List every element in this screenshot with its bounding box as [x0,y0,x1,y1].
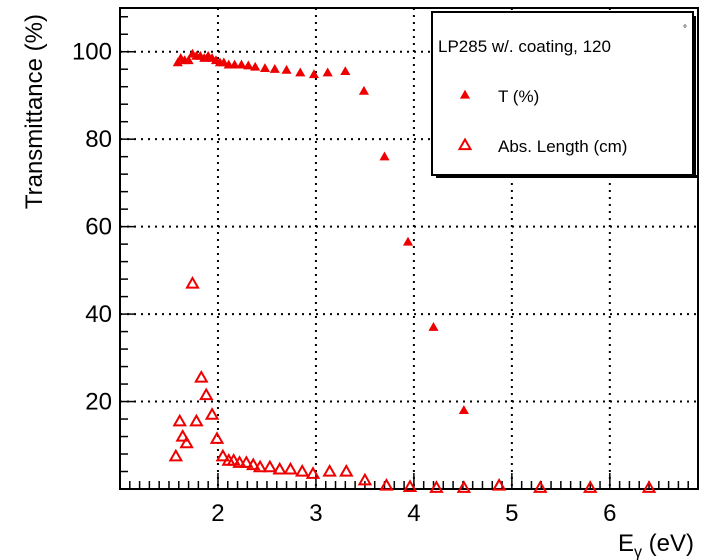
series-abs-length-point [198,387,214,401]
series-abs-length-point [168,448,184,462]
series-abs-length-point [272,461,287,475]
legend-marker-t [459,89,471,99]
series-abs-length-point [294,463,310,477]
series-t-point [269,64,280,73]
x-tick-label: 2 [211,500,224,527]
x-axis-title-unit: (eV) [642,530,694,557]
legend-entries: T (%) Abs. Length (cm) [457,87,627,156]
series-abs-length-point [226,453,241,466]
x-tick-label: 6 [603,500,616,527]
series-t-point [402,236,414,246]
series-abs-length-point [252,459,268,473]
legend-entry-label: T (%) [498,87,539,106]
x-tick-label: 3 [309,500,322,527]
series-t-point [340,66,351,76]
series-t-point [259,63,271,72]
axis-ticks [119,15,699,490]
x-axis-title-main: E [618,530,634,557]
series-abs-length-point [215,448,231,462]
series-t-point [250,61,261,71]
y-axis-title: Transmittance (%) [21,14,48,209]
series-t-point [428,322,439,331]
y-tick-label: 60 [85,214,112,241]
series-abs-length-point [357,472,373,486]
series-t-point [183,55,194,65]
series-abs-length-point [209,431,225,444]
legend-shadow [436,175,697,178]
series-t-point [322,67,333,77]
series-t-point [229,59,240,69]
legend-header-degree: ° [683,24,687,35]
series-abs-length-point [379,477,394,491]
series-abs-length-point [456,480,472,493]
y-tick-label: 20 [85,389,112,416]
series-abs-length-point [185,275,200,289]
x-tick-label: 4 [407,500,420,527]
series-t-point [295,67,306,77]
series-t-point [379,151,390,161]
tick-labels: 2 3 4 5 6 20 40 60 80 100 [72,39,617,527]
plot-border [119,7,699,490]
legend: LP285 w/. coating, 120 ° T (%) Abs. Lengt… [431,11,697,178]
y-tick-label: 100 [72,39,112,66]
y-tick-label: 80 [85,126,112,153]
series-t-point [458,405,469,414]
series-abs-length-point [262,459,278,473]
series-t-point [358,85,369,95]
series-abs-length-point [239,455,254,468]
series-abs-length-point [194,369,209,383]
series-abs-length-point [583,480,598,493]
x-axis-title-subscript: γ [634,544,642,560]
series-abs-length-point [305,466,321,479]
plot-frame [119,7,699,490]
series-abs-length-point [402,479,418,492]
series-t-point [308,69,320,79]
series-abs-length-point [204,407,220,420]
series-t-point [223,59,234,69]
grid-lines [120,8,698,489]
series-t-point [243,60,254,70]
series-abs-length-point [246,457,261,471]
series-abs-length-point [641,480,657,493]
series-abs-length-point [283,461,298,475]
series-abs-length-point [339,463,354,477]
data-points [168,48,657,493]
series-t-point [281,64,292,74]
series-t-point [236,59,247,69]
legend-header: LP285 w/. coating, 120 [438,37,611,56]
series-abs-length-point [179,435,194,449]
series-abs-length-point [189,413,204,427]
series-abs-length-point [491,477,507,491]
legend-shadow-side [693,16,696,178]
series-abs-length-point [322,463,337,477]
x-tick-label: 5 [505,500,518,527]
series-abs-length-point [429,480,444,493]
y-tick-label: 40 [85,301,112,328]
series-abs-length-point [232,455,247,468]
series-abs-length-point [175,429,190,442]
legend-entry-label: Abs. Length (cm) [498,137,627,156]
series-t-point [218,57,229,67]
x-axis-title: Eγ (eV) [618,530,694,560]
series-abs-length-point [172,413,187,427]
legend-marker-abs-length [457,137,473,151]
series-abs-length-point [533,480,548,493]
